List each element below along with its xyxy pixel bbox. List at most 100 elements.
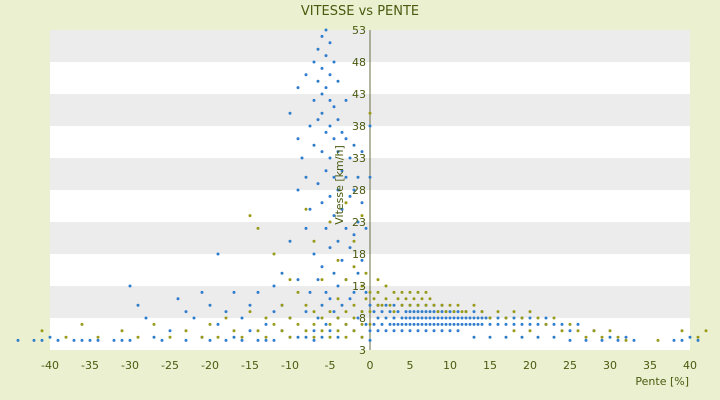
data-point xyxy=(560,329,564,333)
data-point xyxy=(568,329,572,333)
data-point xyxy=(72,338,76,342)
data-point xyxy=(608,335,612,339)
data-point xyxy=(336,297,340,301)
data-point xyxy=(352,239,356,243)
data-point xyxy=(340,130,344,134)
data-point xyxy=(312,338,316,342)
data-point xyxy=(440,329,444,333)
data-point xyxy=(336,258,340,262)
data-point xyxy=(312,252,316,256)
data-point xyxy=(160,338,164,342)
data-point xyxy=(512,316,516,320)
data-point xyxy=(304,310,308,314)
data-point xyxy=(304,303,308,307)
data-point xyxy=(336,335,340,339)
y-tick-label: 48 xyxy=(352,56,366,69)
data-point xyxy=(360,335,364,339)
data-point xyxy=(416,316,420,320)
data-point xyxy=(264,316,268,320)
data-point xyxy=(360,201,364,205)
data-point xyxy=(208,303,212,307)
data-point xyxy=(208,338,212,342)
data-point xyxy=(392,290,396,294)
data-point xyxy=(460,322,464,326)
data-point xyxy=(452,322,456,326)
data-point xyxy=(384,297,388,301)
data-point xyxy=(184,338,188,342)
data-point xyxy=(448,329,452,333)
data-point xyxy=(344,226,348,230)
data-point xyxy=(420,316,424,320)
data-point xyxy=(352,143,356,147)
data-point xyxy=(444,310,448,314)
data-point xyxy=(568,322,572,326)
data-point xyxy=(388,310,392,314)
y-tick-label: 13 xyxy=(352,280,366,293)
data-point xyxy=(680,329,684,333)
data-point xyxy=(200,335,204,339)
data-point xyxy=(328,246,332,250)
data-point xyxy=(264,338,268,342)
data-point xyxy=(328,73,332,77)
data-point xyxy=(288,316,292,320)
x-tick-label: 10 xyxy=(443,359,457,372)
data-point xyxy=(332,137,336,141)
data-point xyxy=(320,278,324,282)
data-point xyxy=(432,322,436,326)
data-point xyxy=(296,290,300,294)
data-point xyxy=(304,73,308,77)
data-point xyxy=(352,188,356,192)
data-point xyxy=(512,322,516,326)
data-point xyxy=(288,111,292,115)
data-point xyxy=(340,207,344,211)
data-point xyxy=(364,271,368,275)
data-point xyxy=(424,310,428,314)
data-point xyxy=(412,310,416,314)
data-point xyxy=(312,310,316,314)
data-point xyxy=(536,335,540,339)
data-point xyxy=(264,335,268,339)
data-point xyxy=(128,284,132,288)
data-point xyxy=(356,271,360,275)
data-point xyxy=(348,156,352,160)
data-point xyxy=(568,338,572,342)
y-tick-label: 38 xyxy=(352,120,366,133)
data-point xyxy=(624,338,628,342)
data-point xyxy=(472,322,476,326)
data-point xyxy=(184,329,188,333)
data-point xyxy=(392,310,396,314)
data-point xyxy=(272,338,276,342)
data-point xyxy=(320,316,324,320)
data-point xyxy=(240,335,244,339)
data-point xyxy=(496,316,500,320)
data-point xyxy=(412,322,416,326)
data-point xyxy=(364,322,368,326)
data-point xyxy=(616,335,620,339)
data-point xyxy=(404,316,408,320)
data-point xyxy=(344,322,348,326)
data-point xyxy=(344,137,348,141)
data-point xyxy=(296,86,300,90)
data-point xyxy=(368,124,372,128)
data-point xyxy=(280,271,284,275)
data-point xyxy=(88,338,92,342)
data-point xyxy=(324,86,328,90)
data-point xyxy=(296,137,300,141)
data-point xyxy=(96,338,100,342)
data-point xyxy=(328,124,332,128)
data-point xyxy=(328,297,332,301)
data-point xyxy=(376,303,380,307)
data-point xyxy=(320,150,324,154)
data-point xyxy=(248,329,252,333)
data-point xyxy=(428,316,432,320)
data-point xyxy=(384,284,388,288)
x-tick-label: -30 xyxy=(121,359,139,372)
data-point xyxy=(424,316,428,320)
data-point xyxy=(600,338,604,342)
data-point xyxy=(424,303,428,307)
data-point xyxy=(336,316,340,320)
data-point xyxy=(424,290,428,294)
data-point xyxy=(332,310,336,314)
